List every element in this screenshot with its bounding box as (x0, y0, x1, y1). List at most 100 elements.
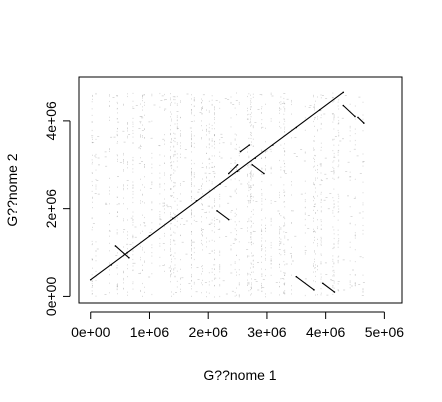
background-hit (304, 129, 306, 131)
background-hit (320, 163, 322, 165)
background-hit (109, 148, 110, 150)
background-hit (92, 267, 93, 269)
background-hit (185, 253, 188, 255)
background-hit (91, 244, 93, 246)
background-hit (330, 171, 333, 172)
background-hit (250, 164, 251, 166)
background-hit (213, 264, 216, 266)
background-hit (140, 241, 141, 243)
background-hit (248, 255, 250, 257)
background-hit (247, 221, 248, 223)
background-hit (117, 186, 118, 188)
background-hit (287, 239, 289, 241)
background-hit (191, 197, 192, 199)
background-hit (265, 169, 266, 171)
background-hit (123, 220, 124, 222)
background-hit (315, 275, 316, 277)
background-hit (191, 245, 192, 247)
background-hit (140, 245, 141, 247)
background-hit (280, 101, 282, 103)
background-hit (320, 199, 322, 201)
background-hit (283, 93, 286, 94)
background-hit (231, 290, 234, 292)
background-hit (349, 125, 351, 127)
background-hit (240, 183, 243, 185)
background-hit (180, 145, 181, 147)
background-hit (132, 236, 134, 238)
background-hit (170, 149, 171, 151)
background-hit (204, 282, 207, 283)
background-hit (332, 150, 334, 152)
background-hit (314, 251, 315, 253)
x-tick-label: 4e+06 (306, 324, 346, 340)
background-hit (127, 184, 128, 186)
background-hit (320, 128, 322, 130)
background-hit (142, 96, 143, 98)
background-hit (219, 220, 221, 222)
background-hit (208, 284, 210, 286)
background-hit (265, 198, 266, 200)
background-hit (291, 181, 292, 183)
background-hit (251, 177, 252, 179)
background-hit (191, 209, 192, 211)
background-hit (219, 267, 221, 269)
background-hit (127, 135, 128, 137)
background-hit (220, 137, 223, 138)
background-hit (313, 106, 314, 108)
background-hit (213, 172, 216, 174)
background-hit (261, 245, 262, 247)
background-hit (238, 294, 240, 296)
background-hit (325, 197, 328, 198)
background-hit (248, 137, 250, 139)
background-hit (250, 173, 252, 175)
background-hit (333, 287, 335, 289)
background-hit (171, 216, 172, 218)
background-hit (201, 109, 202, 111)
background-hit (214, 166, 215, 168)
background-hit (248, 273, 250, 275)
background-hit (198, 189, 201, 190)
background-hit (116, 215, 118, 218)
background-hit (179, 200, 182, 202)
background-hit (320, 97, 322, 99)
background-hit (140, 134, 141, 136)
background-hit (140, 289, 141, 292)
background-hit (92, 280, 93, 282)
background-hit (191, 216, 192, 218)
background-hit (270, 217, 272, 219)
background-hit (170, 129, 171, 131)
background-hit (132, 100, 134, 102)
background-hit (91, 283, 93, 285)
background-hit (317, 177, 318, 179)
background-hit (105, 202, 107, 204)
background-hit (151, 255, 153, 257)
background-hit (338, 132, 340, 134)
background-hit (234, 295, 236, 297)
background-hit (191, 263, 192, 266)
background-hit (227, 99, 230, 100)
background-hit (265, 230, 266, 232)
background-hit (171, 161, 172, 163)
background-hit (234, 148, 236, 150)
background-hit (132, 123, 134, 125)
background-hit (180, 291, 181, 293)
background-hit (127, 93, 128, 95)
background-hit (291, 101, 292, 103)
background-hit (279, 213, 280, 215)
background-hit (95, 156, 97, 159)
background-hit (109, 94, 110, 96)
background-hit (261, 230, 262, 233)
background-hit (109, 269, 110, 271)
background-hit (313, 271, 314, 273)
background-hit (164, 162, 165, 164)
background-hit (191, 288, 192, 290)
background-hit (132, 254, 134, 256)
alignment-segment (90, 91, 344, 281)
background-hit (234, 261, 236, 263)
background-hit (151, 181, 153, 183)
background-hit (265, 127, 266, 129)
background-hit (214, 176, 215, 178)
background-hit (191, 254, 192, 256)
data-point (89, 278, 92, 281)
background-hit (202, 234, 203, 236)
